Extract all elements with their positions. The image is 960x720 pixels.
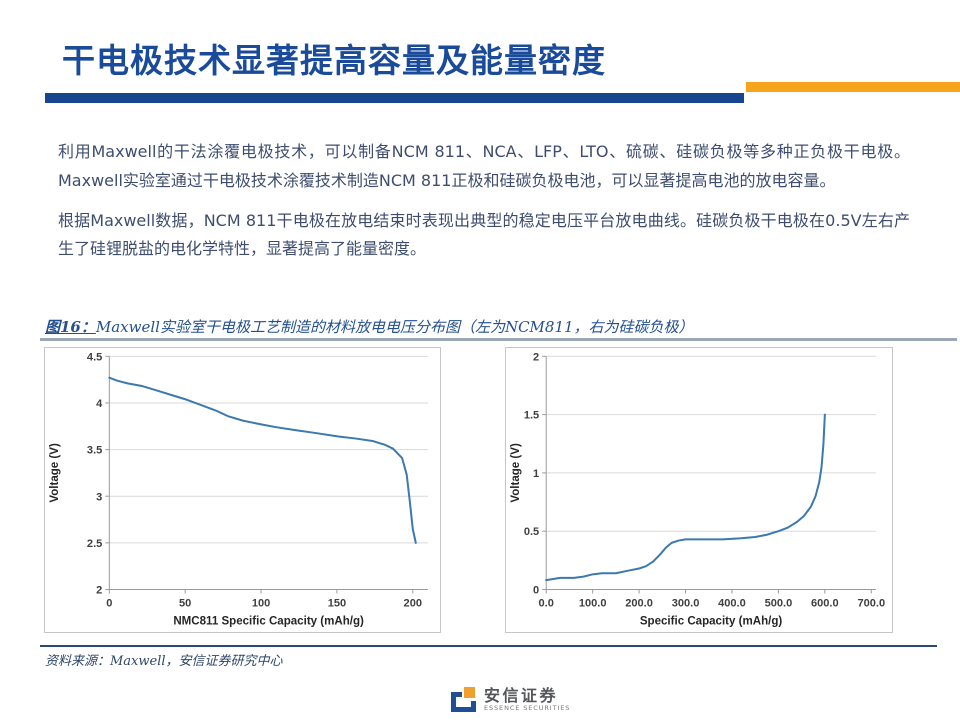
paragraph-1: 利用Maxwell的干法涂覆电极技术，可以制备NCM 811、NCA、LFP、L… [58,142,910,190]
source-note: 资料来源：Maxwell，安信证券研究中心 [45,654,283,669]
svg-text:2: 2 [96,585,102,597]
body-text: 利用Maxwell的干法涂覆电极技术，可以制备NCM 811、NCA、LFP、L… [58,138,910,275]
svg-text:Specific Capacity (mAh/g): Specific Capacity (mAh/g) [640,616,783,628]
svg-text:0.5: 0.5 [524,526,539,538]
svg-text:2: 2 [533,351,539,363]
figure-number: 图16： [45,318,96,336]
logo-text: 安信证券 ESSENCE SECURITIES [484,687,570,713]
line-chart-silicon-carbon: 0 0.5 1 1.5 2 0.0 100.0 200.0 300.0 400.0 500.0 600… [510,351,885,628]
svg-text:0: 0 [533,585,539,597]
company-logo: 安信证券 ESSENCE SECURITIES [450,686,570,713]
svg-text:600.0: 600.0 [811,598,839,610]
figure-caption: 图16：Maxwell实验室干电极工艺制造的材料放电电压分布图（左为NCM811… [45,316,945,337]
page-title: 干电极技术显著提高容量及能量密度 [62,41,606,80]
svg-text:4: 4 [96,398,103,410]
logo-orange-square [464,687,475,698]
svg-text:4.5: 4.5 [87,351,102,363]
title-underline-bar [45,93,744,103]
accent-bar [746,82,960,92]
svg-text:1.5: 1.5 [524,410,539,422]
logo-name: 安信证券 [484,685,559,705]
svg-text:100.0: 100.0 [579,598,607,610]
svg-text:3.5: 3.5 [87,445,102,457]
source-divider [40,645,937,647]
svg-text:3: 3 [96,491,102,503]
svg-text:500.0: 500.0 [765,598,793,610]
svg-text:400.0: 400.0 [718,598,746,610]
svg-text:2.5: 2.5 [87,538,102,550]
logo-icon [451,687,476,712]
svg-text:Voltage (V): Voltage (V) [49,443,61,503]
svg-text:150: 150 [328,598,346,610]
svg-text:50: 50 [179,598,191,610]
chart-silicon-carbon-discharge: 0 0.5 1 1.5 2 0.0 100.0 200.0 300.0 400.0 500.0 600… [505,347,893,633]
logo-blue-shape [451,692,476,712]
chart-ncm811-discharge: 2 2.5 3 3.5 4 4.5 0 50 100 150 200 NMC811 Specific … [44,347,441,633]
svg-text:700.0: 700.0 [857,598,885,610]
line-chart-ncm811: 2 2.5 3 3.5 4 4.5 0 50 100 150 200 NMC811 Specific … [49,351,428,628]
caption-divider [40,338,957,341]
svg-text:100: 100 [252,598,270,610]
svg-text:Voltage (V): Voltage (V) [510,443,522,503]
svg-text:300.0: 300.0 [672,598,700,610]
figure-caption-text: Maxwell实验室干电极工艺制造的材料放电电压分布图（左为NCM811，右为硅… [95,318,694,336]
svg-text:1: 1 [533,468,539,480]
svg-text:0.0: 0.0 [539,598,554,610]
svg-text:NMC811 Specific Capacity (mAh/: NMC811 Specific Capacity (mAh/g) [173,616,364,628]
svg-text:0: 0 [106,598,112,610]
svg-text:200.0: 200.0 [625,598,653,610]
svg-text:200: 200 [404,598,422,610]
paragraph-2: 根据Maxwell数据，NCM 811干电极在放电结束时表现出典型的稳定电压平台… [58,210,910,259]
logo-subtitle: ESSENCE SECURITIES [484,704,571,713]
